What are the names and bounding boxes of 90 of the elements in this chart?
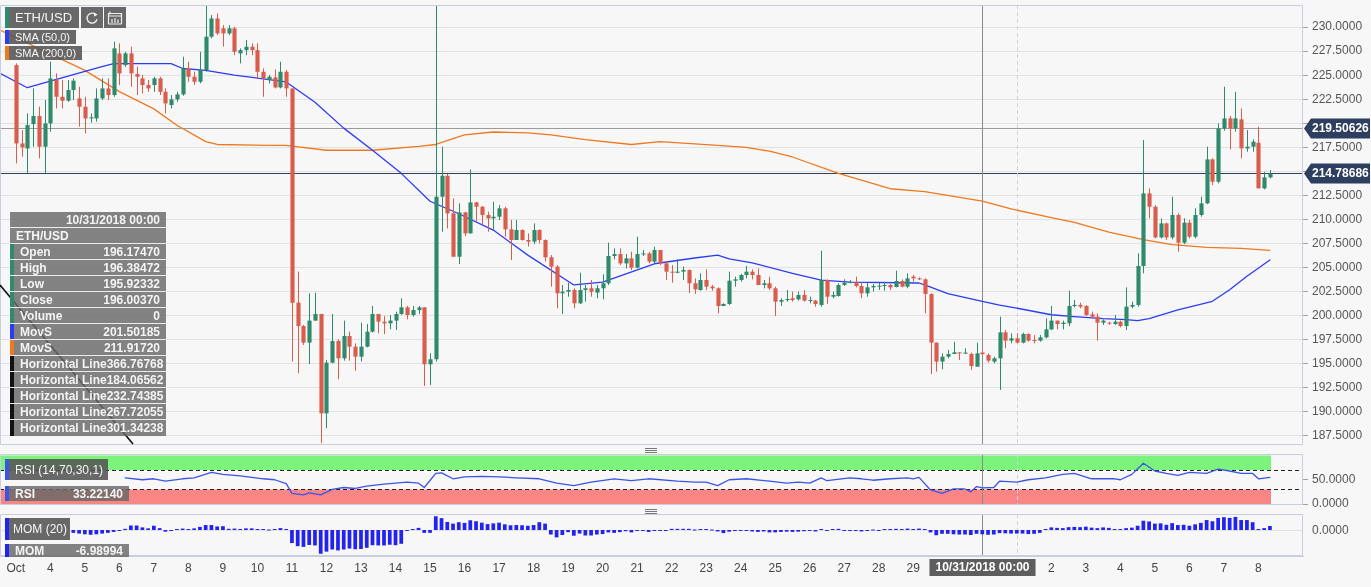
annotation: Volume	[19, 308, 64, 323]
annotation: MOM	[14, 543, 46, 558]
x-tick-label: 26	[803, 560, 817, 575]
x-tick-label: 6	[116, 560, 124, 575]
legend-label: SMA (200,0)	[14, 47, 78, 59]
annotation: MovS	[19, 324, 53, 339]
x-tick-label: 18	[526, 560, 541, 575]
annotation: 10/31/2018 00:00	[10, 212, 166, 227]
x-tick-label: 22	[664, 560, 679, 575]
x-tick-label: 4	[46, 560, 54, 575]
x-tick-label: 12	[319, 560, 334, 575]
y-tick-label: 217.5000	[1312, 139, 1363, 154]
legend-label: RSI (14,70,30,1)	[14, 462, 105, 477]
y-tick-label: 187.5000	[1312, 428, 1363, 443]
x-tick-label: 14	[388, 560, 403, 575]
x-tick-label: 8	[185, 560, 193, 575]
annotation: 184.06562	[106, 372, 165, 387]
annotation: RSI	[14, 486, 36, 501]
annotation: 0	[153, 308, 161, 323]
x-tick-label: 19	[561, 560, 576, 575]
annotation: 232.74385	[106, 388, 165, 403]
x-tick-label: 28	[872, 560, 886, 575]
x-tick-label: 4	[1117, 560, 1125, 575]
annotation: 196.17470	[103, 244, 161, 259]
x-tick-label: 11	[285, 560, 299, 575]
annotation: MovS	[19, 340, 53, 355]
y-tick-label: 192.5000	[1312, 380, 1363, 395]
annotation: 196.38472	[103, 260, 161, 275]
x-tick-label: 7	[1220, 560, 1228, 575]
x-tick-label: Oct	[6, 560, 26, 575]
legend-label: SMA (50,0)	[14, 31, 72, 43]
x-tick-label: 17	[492, 560, 507, 575]
x-tick-label: 13	[354, 560, 368, 575]
x-tick-label: 20	[595, 560, 610, 575]
x-tick-label: 24	[733, 560, 748, 575]
x-tick-label: 21	[630, 560, 645, 575]
ref-line-label: 10/31/2018 00:00	[935, 560, 1030, 575]
annotation: Horizontal Line	[19, 388, 107, 403]
y-tick-label: 210.0000	[1312, 211, 1363, 226]
legend-label: MOM (20)	[12, 522, 68, 536]
x-tick-label: 10	[250, 560, 265, 575]
annotation: 33.22140	[72, 486, 124, 501]
annotation: Low	[19, 276, 45, 291]
annotation: Close	[19, 292, 54, 307]
annotation: 196.00370	[103, 292, 161, 307]
x-tick-label: 25	[768, 560, 783, 575]
y-tick-label: 190.0000	[1312, 404, 1363, 419]
x-tick-label: 23	[699, 560, 714, 575]
x-tick-label: 7	[150, 560, 158, 575]
annotation: 195.92332	[103, 276, 161, 291]
y-tick-label: 197.5000	[1312, 332, 1363, 347]
y-tick-label: 222.5000	[1312, 91, 1363, 106]
x-tick-label: 29	[906, 560, 921, 575]
x-tick-label: 6	[1186, 560, 1194, 575]
ref-line-label: 219.50626	[1312, 121, 1370, 136]
y-tick-label: 205.0000	[1312, 259, 1363, 274]
x-tick-label: 8	[1255, 560, 1263, 575]
annotation: 211.91720	[103, 340, 161, 355]
y-tick-label: 230.0000	[1312, 19, 1363, 34]
annotation: 267.72055	[106, 404, 165, 419]
annotation: Horizontal Line	[19, 372, 107, 387]
y-tick-label: 50.0000	[1312, 472, 1356, 487]
annotation: 201.50185	[103, 324, 161, 339]
y-tick-label: 200.0000	[1312, 308, 1363, 323]
annotation: Horizontal Line	[19, 421, 107, 435]
annotation: High	[19, 260, 48, 275]
annotation: 366.76768	[106, 356, 165, 371]
x-tick-label: 2	[1047, 560, 1055, 575]
x-tick-label: 3	[1082, 560, 1090, 575]
annotation: -6.98994	[75, 543, 124, 558]
annotation: Horizontal Line	[19, 356, 107, 371]
annotation: Horizontal Line	[19, 404, 107, 419]
annotation: Open	[19, 244, 52, 259]
y-tick-label: 207.5000	[1312, 235, 1363, 250]
x-tick-label: 5	[81, 560, 89, 575]
x-tick-label: 5	[1151, 560, 1159, 575]
ref-line-label: 214.78686	[1312, 166, 1370, 181]
y-tick-label: 195.0000	[1312, 356, 1363, 371]
y-tick-label: 212.5000	[1312, 187, 1363, 202]
annotation: ETH/USD	[10, 228, 166, 243]
x-tick-label: 15	[423, 560, 438, 575]
y-tick-label: 0.0000	[1312, 496, 1350, 511]
x-tick-label: 27	[837, 560, 852, 575]
y-tick-label: 225.0000	[1312, 67, 1363, 82]
x-tick-label: 9	[219, 560, 227, 575]
x-tick-label: 16	[457, 560, 472, 575]
chart-title: ETH/USD	[14, 10, 74, 25]
y-tick-label: 202.5000	[1312, 283, 1363, 298]
y-tick-label: 227.5000	[1312, 43, 1363, 58]
annotation: 301.34238	[106, 421, 165, 435]
